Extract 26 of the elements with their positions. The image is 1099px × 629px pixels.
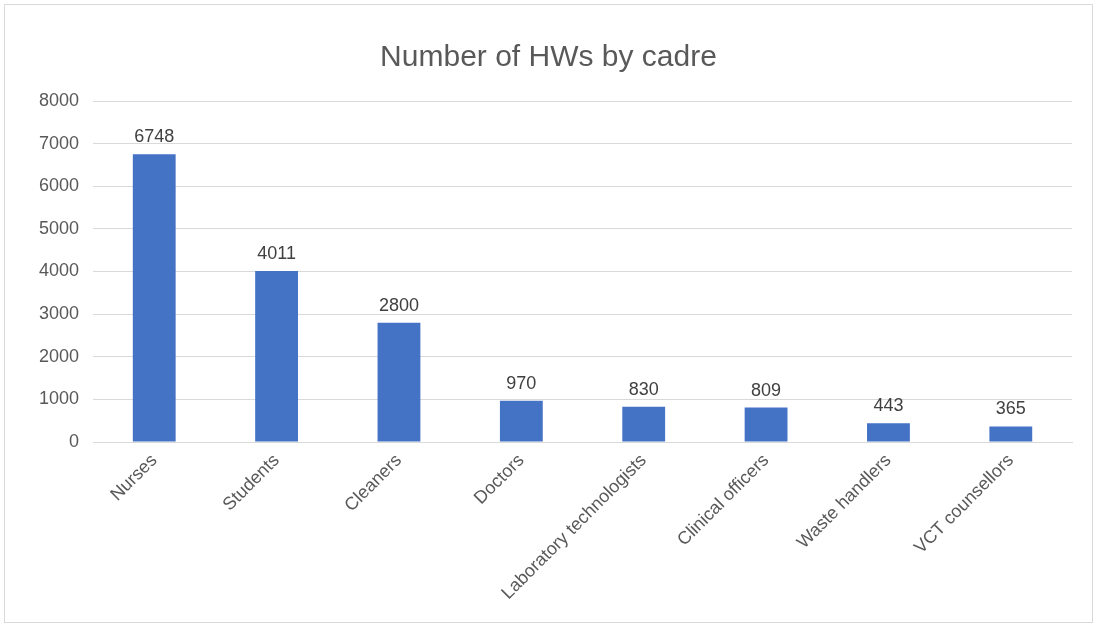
bar [132, 154, 176, 442]
bar [867, 423, 910, 442]
data-label: 6748 [134, 126, 175, 147]
y-tick-label: 8000 [39, 89, 80, 110]
y-tick-label: 3000 [39, 303, 80, 324]
y-tick-label: 2000 [39, 345, 80, 366]
data-label: 2800 [378, 294, 419, 315]
y-tick-label: 0 [69, 431, 80, 452]
data-label: 443 [873, 395, 904, 416]
data-label: 970 [506, 372, 537, 393]
data-label: 365 [995, 398, 1026, 419]
bar [499, 400, 543, 442]
y-tick-label: 4000 [39, 260, 80, 281]
bar [989, 426, 1033, 442]
data-label: 4011 [257, 243, 296, 264]
bar [744, 407, 788, 442]
y-tick-label: 1000 [39, 388, 80, 409]
y-tick-label: 7000 [39, 132, 80, 153]
y-tick-label: 6000 [39, 175, 80, 196]
y-tick-label: 5000 [39, 217, 80, 238]
data-label: 830 [628, 378, 659, 399]
chart-title: Number of HWs by cadre [380, 39, 717, 73]
bar [622, 406, 666, 442]
bar [377, 322, 421, 442]
bar [255, 271, 299, 442]
data-label: 809 [751, 379, 782, 400]
